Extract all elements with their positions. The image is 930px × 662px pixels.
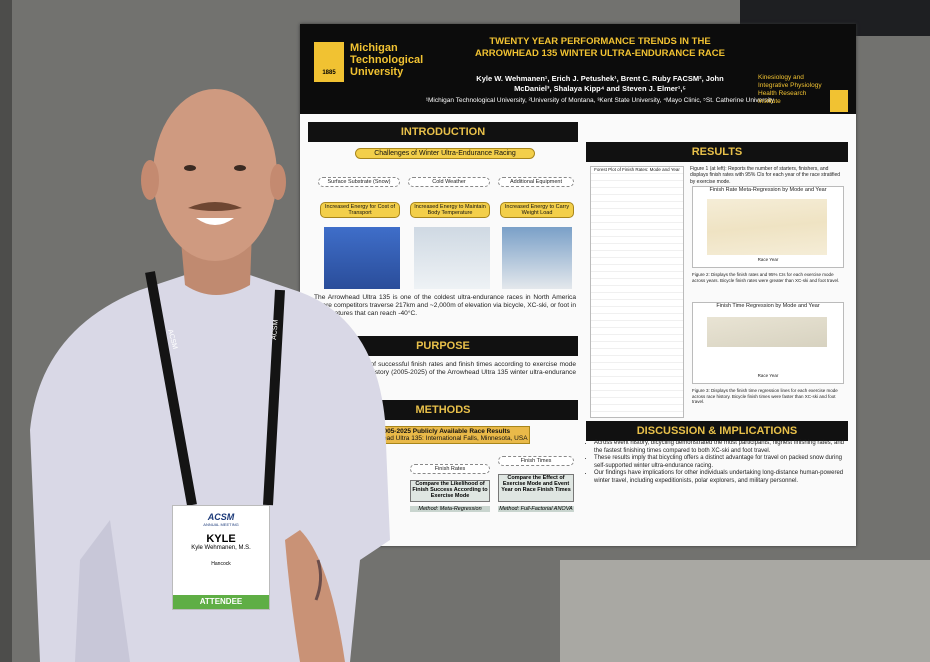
mustache <box>188 202 242 211</box>
right-logo-badge <box>830 90 848 112</box>
chart-frame: Finish Time Regression by Mode and Year … <box>692 302 844 384</box>
shirt-fold <box>75 520 130 662</box>
section-title: RESULTS <box>586 142 848 162</box>
x-label: Race Year <box>757 373 779 378</box>
smile <box>196 218 234 225</box>
forest-title: Forest Plot of Finish Rates: Mode and Ye… <box>594 167 680 172</box>
head <box>153 89 277 261</box>
lanyard <box>145 271 285 506</box>
effect: Increased Energy to Carry Weight Load <box>500 202 574 218</box>
bullet: Our findings have implications for other… <box>594 470 848 485</box>
photo <box>414 227 490 289</box>
badge-org: ACSM <box>207 512 235 522</box>
challenge: Challenges of Winter Ultra-Endurance Rac… <box>355 148 535 159</box>
tattoo <box>314 559 323 601</box>
logo-badge: 1885 <box>314 42 344 82</box>
badge-city: Hancock <box>211 561 231 567</box>
method-box: Compare the Effect of Exercise Mode and … <box>498 474 574 502</box>
poster: 1885 Michigan Technological University T… <box>300 24 856 546</box>
intro-text: The Arrowhead Ultra 135 is one of the co… <box>314 294 576 318</box>
badge-role: ATTENDEE <box>173 595 269 609</box>
effect: Increased Energy for Cost of Transport <box>320 202 400 218</box>
badge-event: ANNUAL MEETING <box>203 522 239 527</box>
poster-header <box>300 24 856 114</box>
source-title: 2005-2025 Publicly Available Race Result… <box>379 428 511 435</box>
method: Method: Meta-Regression <box>410 506 490 512</box>
chart-title: Finish Rate Meta-Regression by Mode and … <box>709 187 827 193</box>
forearm <box>285 530 345 662</box>
section-title: DISCUSSION & IMPLICATIONS <box>586 421 848 441</box>
x-label: Race Year <box>757 257 779 262</box>
ear <box>141 160 159 200</box>
logo-text: Michigan Technological University <box>350 42 424 78</box>
floor <box>560 560 930 662</box>
chart-title: Finish Time Regression by Mode and Year <box>716 303 820 309</box>
branch: Finish Rates <box>410 464 490 474</box>
poster-title: TWENTY YEAR PERFORMANCE TRENDS IN THE AR… <box>475 36 725 59</box>
section-title: PURPOSE <box>308 336 578 356</box>
bullet: These results imply that bicycling offer… <box>594 455 848 470</box>
caption: Figure 2: Displays the finish rates and … <box>692 272 840 283</box>
branch: Finish Times <box>498 456 574 466</box>
section-title: INTRODUCTION <box>308 122 578 142</box>
right-logo: Kinesiology and Integrative Physiology H… <box>758 74 822 105</box>
bullets: Across event history, bicycling demonstr… <box>580 440 848 485</box>
authors: Kyle W. Wehmanen¹, Erich J. Petushek¹, B… <box>476 74 724 93</box>
eye <box>184 165 196 171</box>
factor: Cold Weather <box>408 177 490 187</box>
forest-plot: Forest Plot of Finish Rates: Mode and Ye… <box>590 166 684 418</box>
lanyard-text: ACSM <box>271 319 280 340</box>
badge-first: KYLE <box>206 533 236 545</box>
caption: Figure 3: Displays the finish time regre… <box>692 388 838 405</box>
location: Arrowhead Ultra 135: International Falls… <box>362 435 528 442</box>
badge-full: Kyle Wehmanen, M.S. <box>191 545 251 551</box>
method-box: Compare the Likelihood of Finish Success… <box>410 480 490 502</box>
chart-frame: Finish Rate Meta-Regression by Mode and … <box>692 186 844 268</box>
wall-edge <box>0 0 12 662</box>
factor: Additional Equipment <box>498 177 574 187</box>
caption: Figure 1 (at left): Reports the number o… <box>690 166 841 185</box>
photo <box>502 227 572 289</box>
plot-area <box>707 317 827 347</box>
method: Method: Full-Factorial ANOVA <box>498 506 574 512</box>
bullet: Across event history, bicycling demonstr… <box>594 440 848 455</box>
badge: ACSM ANNUAL MEETING KYLE Kyle Wehmanen, … <box>172 505 270 610</box>
eye <box>234 165 246 171</box>
affiliations: ¹Michigan Technological University, ²Uni… <box>425 97 775 104</box>
photo <box>324 227 400 289</box>
source: 2005-2025 Publicly Available Race Result… <box>360 426 530 444</box>
factor: Surface Substrate (Snow) <box>318 177 400 187</box>
ear <box>270 164 286 200</box>
effect: Increased Energy to Maintain Body Temper… <box>410 202 490 218</box>
plot-area <box>707 199 827 255</box>
